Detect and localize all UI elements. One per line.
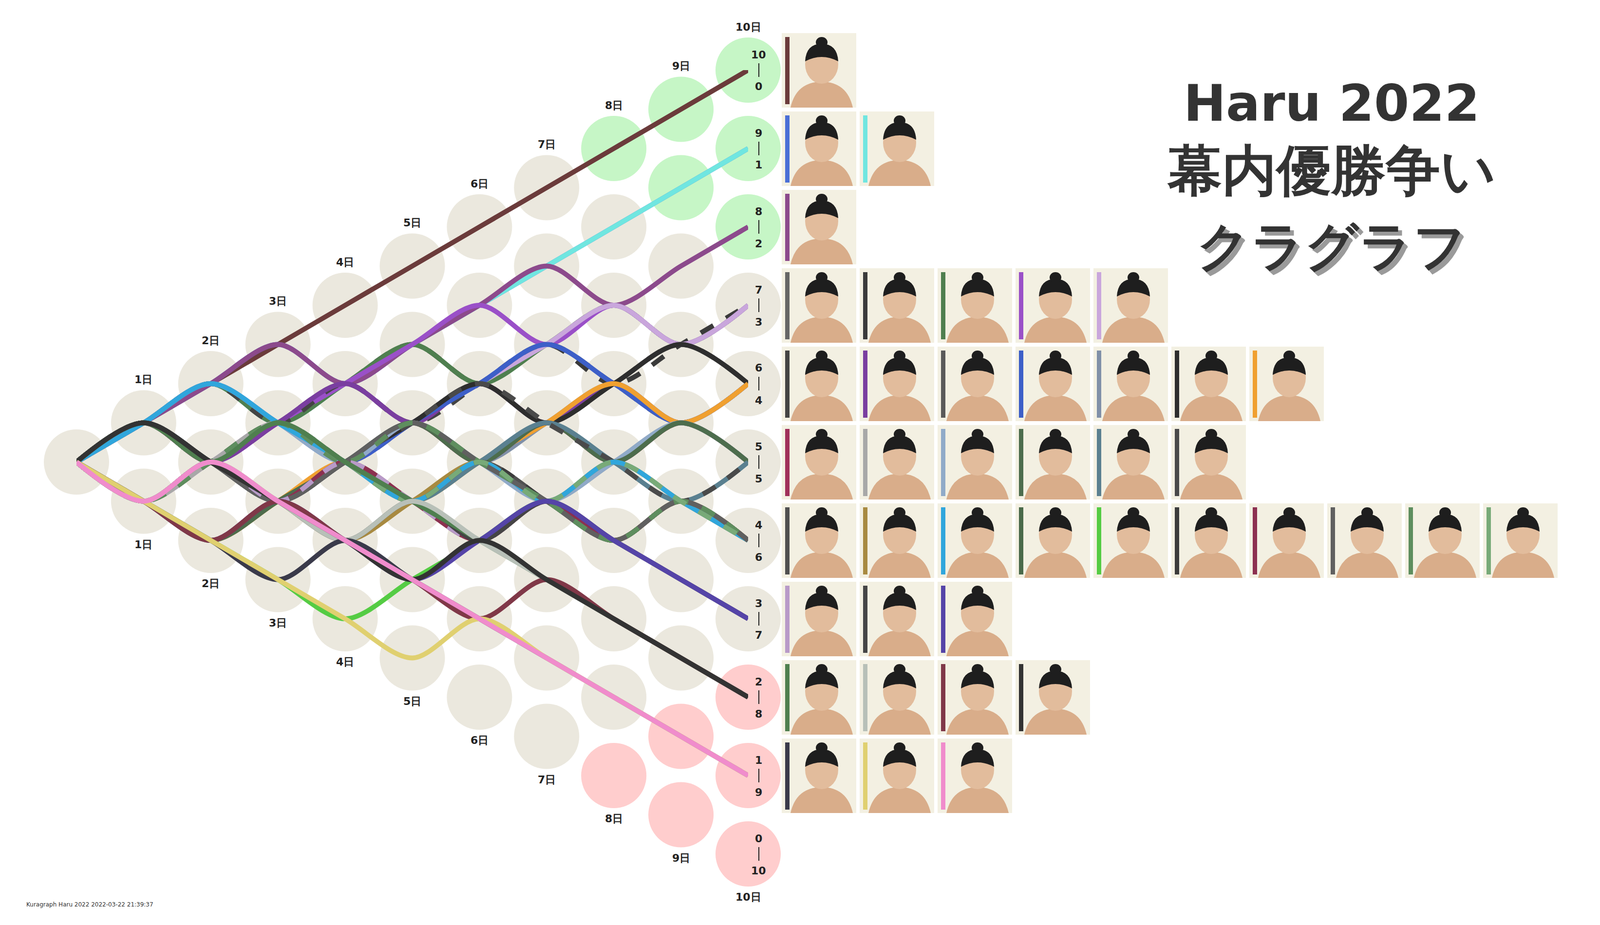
svg-text:8日: 8日 xyxy=(604,812,623,826)
svg-text:6日: 6日 xyxy=(470,177,489,190)
svg-text:1日: 1日 xyxy=(134,373,153,386)
svg-text:10日: 10日 xyxy=(735,891,762,904)
svg-text:クラグラフ: クラグラフ xyxy=(1196,215,1468,277)
svg-text:2日: 2日 xyxy=(201,577,220,590)
svg-text:9: 9 xyxy=(754,786,763,799)
svg-text:8: 8 xyxy=(754,708,763,721)
svg-text:1日: 1日 xyxy=(134,538,153,551)
svg-text:5日: 5日 xyxy=(403,695,422,708)
svg-text:5: 5 xyxy=(754,440,763,453)
svg-text:幕内優勝争い: 幕内優勝争い xyxy=(1167,138,1497,203)
svg-text:4日: 4日 xyxy=(336,256,355,269)
svg-text:7日: 7日 xyxy=(537,773,556,787)
svg-text:9: 9 xyxy=(754,127,763,140)
svg-text:8: 8 xyxy=(754,205,763,218)
svg-text:10日: 10日 xyxy=(735,20,762,34)
svg-text:0: 0 xyxy=(754,832,763,846)
svg-text:クラグラフ: クラグラフ xyxy=(1200,219,1471,281)
svg-text:5日: 5日 xyxy=(403,216,422,229)
svg-text:2: 2 xyxy=(754,237,763,250)
svg-text:10: 10 xyxy=(751,865,767,878)
svg-text:4: 4 xyxy=(754,519,763,532)
svg-text:3日: 3日 xyxy=(268,617,287,630)
svg-text:3: 3 xyxy=(754,597,763,610)
svg-text:2日: 2日 xyxy=(201,334,220,347)
svg-text:Haru 2022: Haru 2022 xyxy=(1183,73,1480,133)
svg-text:7: 7 xyxy=(754,283,763,297)
svg-text:1: 1 xyxy=(754,754,763,767)
svg-text:8日: 8日 xyxy=(604,99,623,112)
svg-text:9日: 9日 xyxy=(672,59,691,73)
svg-text:0: 0 xyxy=(754,80,763,93)
svg-text:1: 1 xyxy=(754,158,763,171)
svg-text:7: 7 xyxy=(754,629,763,642)
svg-text:3日: 3日 xyxy=(268,295,287,308)
svg-text:7日: 7日 xyxy=(537,138,556,151)
svg-text:4日: 4日 xyxy=(336,656,355,669)
svg-text:10: 10 xyxy=(751,48,767,61)
svg-text:Kuragraph Haru 2022 2022-03-22: Kuragraph Haru 2022 2022-03-22 21:39:37 xyxy=(26,901,154,909)
svg-text:9日: 9日 xyxy=(672,852,691,865)
svg-text:3: 3 xyxy=(754,316,763,329)
svg-text:5: 5 xyxy=(754,472,763,486)
svg-text:2: 2 xyxy=(754,676,763,689)
svg-text:6: 6 xyxy=(754,361,763,375)
svg-text:6: 6 xyxy=(754,551,763,564)
svg-text:4: 4 xyxy=(754,394,763,407)
svg-text:6日: 6日 xyxy=(470,734,489,747)
